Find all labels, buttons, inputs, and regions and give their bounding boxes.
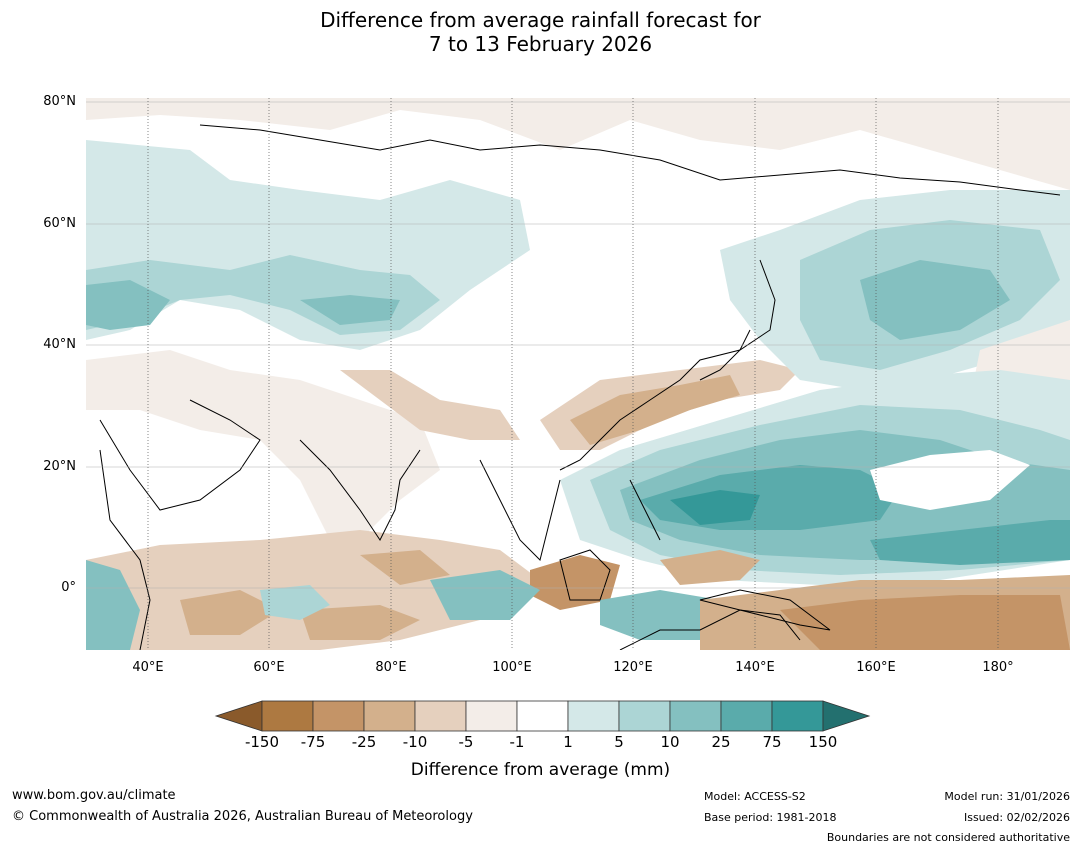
colorbar-tick-label: 10 bbox=[660, 733, 680, 751]
coastline-philippines bbox=[629, 479, 661, 541]
coastlines bbox=[99, 124, 1061, 650]
anomaly-region-australia-dry-2 bbox=[780, 595, 1070, 650]
lat-label-20n: 20°N bbox=[43, 459, 76, 474]
lat-label-60n: 60°N bbox=[43, 216, 76, 231]
website-link[interactable]: www.bom.gov.au/climate bbox=[12, 788, 176, 803]
anomaly-region-pacific-white-gap bbox=[870, 450, 1030, 510]
colorbar-swatch bbox=[261, 700, 314, 732]
colorbar-arrow-high bbox=[822, 700, 871, 732]
colorbar-swatch bbox=[516, 700, 569, 732]
colorbar-swatch bbox=[312, 700, 365, 732]
colorbar-arrow-low bbox=[214, 700, 263, 732]
anomaly-region-himalaya-dry bbox=[340, 370, 520, 440]
base-period: Base period: 1981-2018 bbox=[704, 811, 837, 824]
colorbar-title: Difference from average (mm) bbox=[410, 760, 671, 780]
lon-label-80e: 80°E bbox=[375, 660, 407, 675]
lat-label-80n: 80°N bbox=[43, 94, 76, 109]
anomaly-region-new-guinea-dry bbox=[660, 550, 760, 585]
anomaly-region-indian-ocean-dry-4 bbox=[360, 550, 450, 585]
colorbar-tick-label: -5 bbox=[458, 733, 474, 751]
anomaly-region-borneo-dry bbox=[530, 555, 620, 610]
anomaly-region-arabian-sea-wet bbox=[260, 585, 330, 620]
lon-label-60e: 60°E bbox=[253, 660, 285, 675]
coastline-japan bbox=[699, 329, 751, 381]
lon-label-140e: 140°E bbox=[735, 660, 775, 675]
anomaly-region-indian-ocean-dry-2 bbox=[180, 590, 280, 635]
colorbar-tick-label: -150 bbox=[244, 733, 280, 751]
anomaly-region-indian-ocean-dry-3 bbox=[300, 605, 420, 640]
longitude-gridlines bbox=[147, 98, 999, 650]
colorbar-swatch bbox=[414, 700, 467, 732]
map-title: Difference from average rainfall forecas… bbox=[0, 8, 1081, 56]
coastline-new-guinea bbox=[699, 589, 831, 631]
copyright-text: © Commonwealth of Australia 2026, Austra… bbox=[12, 809, 473, 824]
anomaly-region-north-pacific-wet-3 bbox=[860, 260, 1010, 340]
lat-label-0: 0° bbox=[61, 580, 76, 595]
colorbar-tick-label: 75 bbox=[762, 733, 782, 751]
coastline-southeast-asia bbox=[479, 459, 561, 561]
title-line-1: Difference from average rainfall forecas… bbox=[320, 8, 761, 32]
colorbar-swatch bbox=[720, 700, 773, 732]
model-run-date: Model run: 31/01/2026 bbox=[944, 790, 1070, 803]
rainfall-anomaly-map bbox=[86, 98, 1070, 650]
anomaly-region-arctic-dry bbox=[86, 98, 1070, 190]
colorbar-swatch bbox=[567, 700, 620, 732]
issued-date: Issued: 02/02/2026 bbox=[963, 811, 1070, 824]
colorbar-tick-label: 1 bbox=[563, 733, 573, 751]
coastline-borneo bbox=[559, 549, 611, 601]
colorbar-tick-label: -25 bbox=[351, 733, 377, 751]
colorbar-swatch bbox=[669, 700, 722, 732]
colorbar-swatch bbox=[771, 700, 824, 732]
anomaly-region-mideast-dry bbox=[86, 350, 440, 540]
colorbar-tick-label: 5 bbox=[614, 733, 624, 751]
anomaly-region-arctic-wet bbox=[86, 150, 190, 190]
anomaly-region-indian-ocean-wet bbox=[430, 570, 540, 620]
anomaly-region-tropical-pacific-wet-6 bbox=[870, 520, 1070, 565]
lon-label-160e: 160°E bbox=[856, 660, 896, 675]
lat-label-40n: 40°N bbox=[43, 337, 76, 352]
colorbar-tick-label: -10 bbox=[402, 733, 428, 751]
lon-label-40e: 40°E bbox=[132, 660, 164, 675]
anomaly-region-eurasia-wet-4 bbox=[300, 295, 400, 325]
coastline-east-asia bbox=[559, 259, 776, 471]
lon-label-180: 180° bbox=[982, 660, 1014, 675]
latitude-gridlines bbox=[86, 101, 1070, 589]
boundaries-note: Boundaries are not considered authoritat… bbox=[826, 831, 1070, 844]
coastline-australia bbox=[619, 609, 801, 650]
colorbar-swatches bbox=[214, 700, 871, 732]
colorbar-swatch bbox=[465, 700, 518, 732]
colorbar-tick-label: -75 bbox=[300, 733, 326, 751]
map-field bbox=[86, 98, 1070, 650]
lon-label-120e: 120°E bbox=[613, 660, 653, 675]
anomaly-region-eurasia-wet-3 bbox=[86, 280, 170, 330]
colorbar-tick-label: 25 bbox=[711, 733, 731, 751]
coastline-africa bbox=[99, 449, 151, 650]
colorbar-tick-label: -1 bbox=[509, 733, 525, 751]
model-name: Model: ACCESS-S2 bbox=[704, 790, 806, 803]
anomaly-region-africa-coast-wet bbox=[86, 560, 140, 650]
colorbar-swatch bbox=[363, 700, 416, 732]
colorbar-tick-label: 150 bbox=[808, 733, 838, 751]
lon-label-100e: 100°E bbox=[492, 660, 532, 675]
coastline-arabia bbox=[99, 399, 261, 511]
colorbar-swatch bbox=[618, 700, 671, 732]
title-line-2: 7 to 13 February 2026 bbox=[428, 32, 653, 56]
coastline-india bbox=[299, 439, 421, 541]
anomaly-region-tropical-pacific-wet-5 bbox=[670, 490, 760, 525]
coastline-arctic bbox=[199, 124, 1061, 196]
